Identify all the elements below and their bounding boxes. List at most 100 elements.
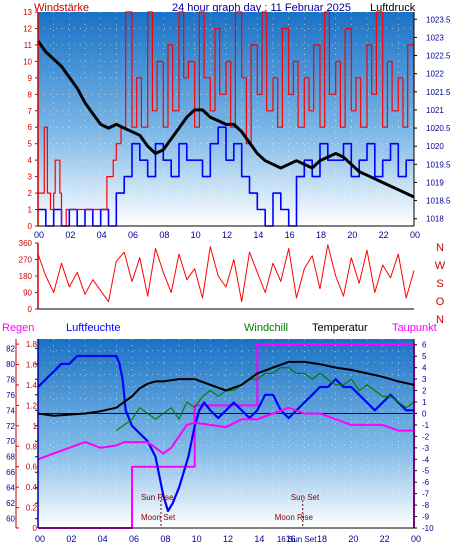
moonrise-label: Moon Rise bbox=[275, 513, 314, 522]
temperature-tick-label: -5 bbox=[422, 467, 430, 476]
time-tick-label-2: 12 bbox=[223, 534, 233, 544]
time-tick-label-2: 08 bbox=[160, 534, 170, 544]
time-tick-label-2: 18 bbox=[317, 534, 327, 544]
wind-direction-series bbox=[37, 244, 415, 303]
temperature-line bbox=[37, 360, 415, 417]
temperature-tick-label: -6 bbox=[422, 478, 430, 487]
time-tick-label-2: 02 bbox=[66, 534, 76, 544]
direction-tick-label: 360 bbox=[19, 239, 33, 248]
humidity-tick-label: 70 bbox=[6, 437, 15, 446]
pressure-tick-label: 1019.5 bbox=[426, 160, 451, 169]
time-tick-label: 00 bbox=[410, 230, 420, 240]
pressure-tick-label: 1019 bbox=[426, 178, 444, 187]
pressure-tick-label: 1018 bbox=[426, 215, 444, 224]
wind-tick-label: 0 bbox=[28, 222, 33, 231]
pressure-axis-title: Luftdruck bbox=[370, 2, 416, 14]
pressure-tick-label: 1023 bbox=[426, 33, 444, 42]
wind-pressure-series bbox=[36, 11, 415, 227]
temperature-tick-label: 2 bbox=[422, 387, 427, 396]
wind-speed-line bbox=[38, 11, 415, 227]
windchill-line bbox=[115, 367, 415, 432]
pressure-tick-label: 1021.5 bbox=[426, 88, 451, 97]
humidity-tick-label: 62 bbox=[6, 499, 15, 508]
time-tick-label: 20 bbox=[347, 230, 357, 240]
humidity-tick-label: 74 bbox=[6, 406, 15, 415]
direction-tick-label: 270 bbox=[19, 256, 33, 265]
regen-tick-label: 0.8 bbox=[26, 442, 38, 451]
wind-direction-grid bbox=[38, 243, 414, 309]
wind-tick-label: 11 bbox=[24, 41, 33, 50]
time-tick-label-2: 04 bbox=[98, 534, 108, 544]
regen-tick-label: 1 bbox=[33, 422, 38, 431]
humidity-temperature-plot-area bbox=[38, 339, 414, 528]
time-tick-label: 08 bbox=[159, 230, 169, 240]
astro-annotations: Sun Rise Moon Set Sun Set Moon Rise bbox=[141, 493, 320, 528]
time-tick-label-2: 00 bbox=[35, 534, 45, 544]
humidity-tick-label: 72 bbox=[6, 422, 15, 431]
direction-tick-label: 90 bbox=[23, 289, 32, 298]
legend-windchill: Windchill bbox=[244, 322, 288, 334]
time-tick-label-2: 20 bbox=[348, 534, 358, 544]
wind-tick-label: 4 bbox=[28, 156, 33, 165]
direction-tick-label: 180 bbox=[19, 272, 33, 281]
legend-taupunkt: Taupunkt bbox=[392, 322, 437, 334]
regen-tick-label: 1.4 bbox=[26, 381, 38, 390]
pressure-tick-label: 1020.5 bbox=[426, 124, 451, 133]
direction-tick-label: 0 bbox=[28, 305, 33, 314]
wind-direction-line bbox=[37, 244, 415, 303]
temperature-tick-label: 0 bbox=[422, 409, 427, 418]
sunset-time-label: 16 Sun Set bbox=[277, 535, 317, 544]
humidity-tick-label: 68 bbox=[6, 453, 15, 462]
dewpoint-line bbox=[37, 406, 414, 461]
sunset-label: Sun Set bbox=[291, 493, 320, 502]
wind-tick-label: 6 bbox=[28, 123, 33, 132]
legend-temperatur: Temperatur bbox=[312, 322, 368, 334]
time-tick-label: 18 bbox=[316, 230, 326, 240]
humidity-tick-label: 60 bbox=[6, 515, 15, 524]
wind-tick-label: 13 bbox=[23, 8, 32, 17]
time-tick-label: 02 bbox=[65, 230, 75, 240]
time-tick-label-2: 14 bbox=[254, 534, 264, 544]
wind-pressure-plot-area bbox=[38, 12, 414, 226]
temperature-tick-label: -4 bbox=[422, 455, 430, 464]
wind-pressure-axes: 01234567891011121310181018.510191019.510… bbox=[23, 8, 451, 240]
wind-tick-label: 12 bbox=[23, 24, 32, 33]
legend-regen: Regen bbox=[2, 322, 34, 334]
sunrise-label: Sun Rise bbox=[141, 493, 174, 502]
temperature-tick-label: -1 bbox=[422, 421, 430, 430]
temperature-tick-label: 5 bbox=[422, 352, 427, 361]
regen-tick-label: 0.4 bbox=[26, 483, 38, 492]
time-tick-label-2: 06 bbox=[129, 534, 139, 544]
wind-gust-line bbox=[38, 126, 414, 227]
time-tick-label: 16 bbox=[285, 230, 295, 240]
temperature-tick-label: 6 bbox=[422, 341, 427, 350]
humidity-tick-label: 82 bbox=[6, 344, 15, 353]
time-tick-label: 00 bbox=[34, 230, 44, 240]
time-tick-label-2: 10 bbox=[192, 534, 202, 544]
wind-direction-plot-area bbox=[38, 243, 414, 309]
compass-label: W bbox=[435, 260, 446, 272]
pressure-tick-label: 1020 bbox=[426, 142, 444, 151]
humidity-temperature-axes: 00.20.40.60.811.21.41.61.860626466687072… bbox=[6, 339, 434, 544]
humidity-tick-label: 76 bbox=[6, 391, 15, 400]
humidity-line bbox=[37, 354, 414, 513]
time-tick-label: 04 bbox=[97, 230, 107, 240]
humidity-tick-label: 66 bbox=[6, 468, 15, 477]
time-tick-label: 10 bbox=[191, 230, 201, 240]
temperature-tick-label: -2 bbox=[422, 432, 430, 441]
compass-label: N bbox=[436, 242, 444, 254]
compass-label: N bbox=[436, 314, 444, 326]
temperature-tick-label: -8 bbox=[422, 501, 430, 510]
wind-tick-label: 8 bbox=[28, 90, 33, 99]
time-tick-label: 14 bbox=[253, 230, 263, 240]
regen-tick-label: 1.8 bbox=[26, 340, 38, 349]
regen-tick-label: 0 bbox=[33, 524, 38, 533]
pressure-tick-label: 1021 bbox=[426, 106, 444, 115]
wind-axis-title: Windstärke bbox=[34, 2, 89, 14]
wind-tick-label: 9 bbox=[28, 74, 33, 83]
legend-luftfeuchte: Luftfeuchte bbox=[66, 322, 120, 334]
temperature-tick-label: -7 bbox=[422, 490, 430, 499]
wind-tick-label: 1 bbox=[28, 206, 33, 215]
pressure-line bbox=[36, 40, 415, 199]
wind-tick-label: 2 bbox=[28, 189, 33, 198]
